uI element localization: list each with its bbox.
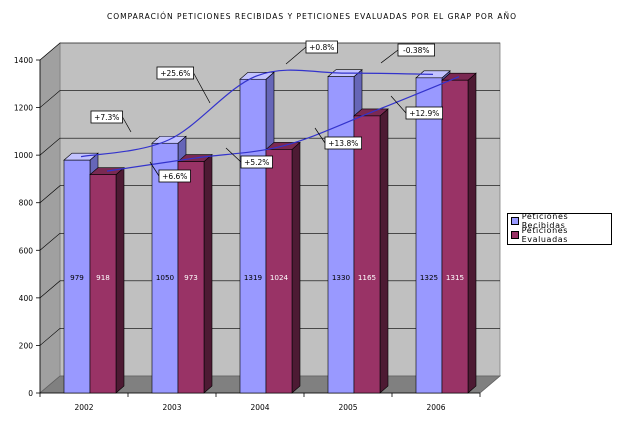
legend-swatch-recibidas [511,217,519,225]
gridline [39,42,500,61]
bar-front [353,115,381,394]
y-tick-label: 0 [28,389,33,398]
data-label: 1315 [446,273,464,282]
callout-leader [380,49,399,64]
data-label: 973 [184,273,198,282]
data-label: 979 [70,273,84,282]
x-tick-label: 2005 [338,403,357,412]
callout-box [90,110,123,124]
callout-box [305,40,338,54]
bar-front [63,159,91,394]
y-tick-label: 800 [19,199,34,208]
bar-evaluadas: 1165 [353,108,389,394]
annotation-recibidas: +0.8% [285,40,338,65]
data-label: 1330 [332,273,351,282]
bar-side [203,153,213,394]
bar-front [239,78,267,394]
bar-side [379,108,389,394]
y-tick-label: 1400 [14,56,33,65]
data-label: 1050 [156,273,175,282]
y-tick-label: 1200 [14,104,33,113]
bar-front [265,149,293,394]
annotation-evaluadas: +5.2% [225,147,273,169]
callout-label: +0.8% [309,43,334,52]
bar-side [115,166,125,394]
annotation-evaluadas: +6.6% [149,161,191,183]
callout-leader [285,46,307,65]
callout-leader [149,161,160,177]
legend-label-recibidas: Peticiones Recibidas [521,212,569,230]
bar-evaluadas: 918 [89,166,125,394]
callout-box [156,66,194,80]
callout-leader [314,127,326,144]
y-tick-label: 600 [19,246,34,255]
annotation-recibidas: -0.38% [380,43,435,64]
callout-label: +12.9% [409,109,439,118]
callout-box [240,155,273,169]
callout-leader [193,72,211,104]
axes: 0 200 400 600 800 1000 1200 1400 2002 2003 2004 200… [14,56,481,412]
bar-front [441,79,469,394]
callout-box [324,136,362,150]
callout-label: +13.8% [328,139,358,148]
callout-leader [122,116,132,133]
callout-label: +7.3% [94,113,119,122]
legend-label-evaluadas: Peticiones Evaluadas [521,226,569,244]
bars: 979 918 1050 973 1319 1024 1330 1165 1325 1315 [63,68,477,394]
callout-label: +25.6% [160,69,190,78]
trend-line-evaluadas [106,76,460,172]
trend-line-recibidas [80,69,434,158]
callout-box [405,106,443,120]
legend-swatch-evaluadas [511,231,519,239]
callout-label: -0.38% [403,46,430,55]
bar-front [177,161,205,394]
bar-front [327,76,355,394]
annotation-evaluadas: +13.8% [314,127,362,150]
callout-leader [225,147,242,163]
annotation-recibidas: +7.3% [90,110,132,133]
bar-side [467,72,477,394]
side-wall [39,42,61,394]
data-label: 1325 [420,273,438,282]
x-tick-label: 2002 [74,403,93,412]
chart-title: COMPARACIÓN PETICIONES RECIBIDAS Y PETIC… [106,12,518,21]
callout-label: +6.6% [162,172,187,181]
bar-front [415,77,443,394]
annotation-recibidas: +25.6% [156,66,211,104]
y-tick-label: 200 [19,341,34,350]
bar-evaluadas: 973 [177,153,213,394]
bar-front [89,174,117,394]
annotations: +7.3% +25.6% +0.8% -0.38% +6.6% +5.2% +13.8% +1… [90,40,443,183]
data-label: 1319 [244,273,263,282]
y-tick-label: 1000 [14,151,33,160]
x-tick-label: 2003 [162,403,181,412]
callout-leader [390,95,407,114]
bar-front [151,142,179,394]
callout-label: +5.2% [244,158,269,167]
x-tick-label: 2006 [426,403,445,412]
data-label: 1165 [358,273,376,282]
data-label: 1024 [270,273,289,282]
x-tick-label: 2004 [250,403,269,412]
bar-evaluadas: 1315 [441,72,477,394]
legend-item-evaluadas: Peticiones Evaluadas [508,226,611,244]
trend-lines [80,69,460,172]
callout-box [158,169,191,183]
legend: Peticiones Recibidas Peticiones Evaluada… [507,212,612,245]
legend-item-recibidas: Peticiones Recibidas [508,212,611,230]
bar-side [291,141,301,394]
callout-box [397,43,435,57]
annotation-evaluadas: +12.9% [390,95,443,120]
bar-evaluadas: 1024 [265,141,301,394]
y-tick-label: 400 [19,294,34,303]
data-label: 918 [96,273,110,282]
